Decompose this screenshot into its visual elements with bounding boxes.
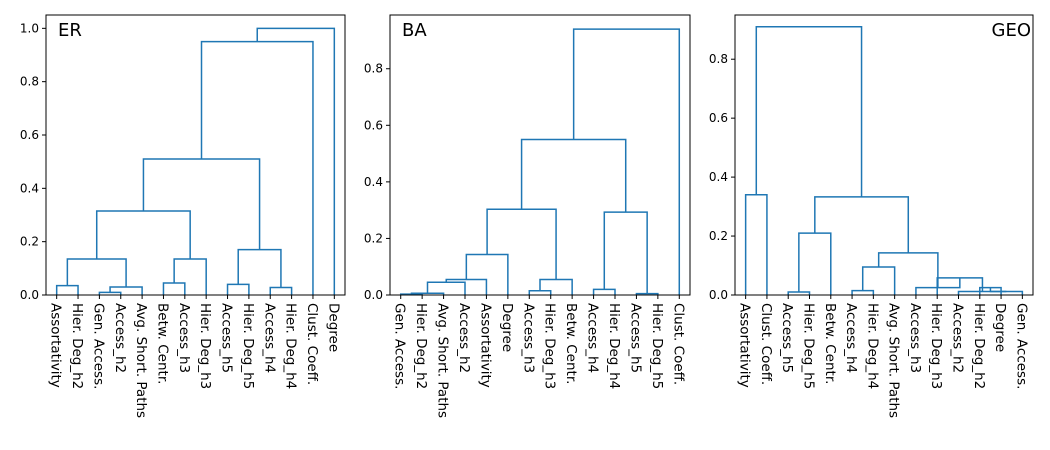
panel-ba-ytick-label: 0.2: [364, 231, 383, 245]
leaf-label-clust-coeff: Clust. Coeff.: [304, 303, 320, 385]
leaf-label-access-h2: Access_h2: [950, 303, 966, 373]
leaf-label-betw-centr: Betw. Centr.: [563, 303, 579, 384]
leaf-label-hier-deg-h3: Hier. Deg_h3: [542, 303, 558, 389]
panel-ba-ytick-label: 0.0: [364, 288, 383, 302]
leaf-label-degree: Degree: [992, 303, 1008, 352]
panel-er-frame: [45, 14, 346, 296]
leaf-label-gen-access: Gen. Access.: [90, 303, 106, 389]
panel-ba-link-4: [465, 253, 509, 295]
panel-er-link-0: [55, 284, 79, 295]
leaf-label-access-h5: Access_h5: [779, 303, 795, 373]
leaf-label-assortativity: Assortativity: [477, 303, 493, 388]
leaf-label-avg-short-paths: Avg. Short. Paths: [886, 303, 902, 418]
leaf-label-access-h2: Access_h2: [456, 303, 472, 373]
leaf-label-access-h2: Access_h2: [112, 303, 128, 373]
panel-geo-frame: [734, 14, 1034, 296]
panel-ba-frame: [389, 14, 691, 296]
leaf-label-access-h4: Access_h4: [261, 303, 277, 373]
panel-ba-link-12: [572, 28, 681, 295]
leaf-label-degree: Degree: [325, 303, 341, 352]
panel-er-title: ER: [58, 20, 82, 41]
panel-ba: 0.0 0.2 0.4 0.6 0.8 Gen. Access. Hier. Deg_h2 A…: [364, 14, 691, 418]
panel-ba-link-5: [528, 290, 552, 295]
panel-ba-link-2: [426, 281, 466, 295]
panel-er-link-9: [237, 248, 282, 288]
leaf-label-hier-deg-h2: Hier. Deg_h2: [413, 303, 429, 389]
panel-ba-ytick-label: 0.6: [364, 118, 383, 132]
panel-ba-ytick-label: 0.8: [364, 62, 383, 76]
leaf-label-hier-deg-h2: Hier. Deg_h2: [69, 303, 85, 389]
leaf-label-access-h3: Access_h3: [520, 303, 536, 373]
leaf-label-degree: Degree: [499, 303, 515, 352]
leaf-label-betw-centr: Betw. Centr.: [154, 303, 170, 384]
leaf-label-hier-deg-h5: Hier. Deg_h5: [240, 303, 256, 389]
panel-er-ytick-label: 0.2: [20, 235, 39, 249]
panel-geo-link-12: [755, 26, 863, 197]
panel-er-link-11: [200, 40, 314, 295]
leaf-label-hier-deg-h4: Hier. Deg_h4: [864, 303, 880, 389]
panel-geo-title: GEO: [992, 20, 1032, 41]
panel-geo-link-3: [851, 289, 875, 295]
panel-geo-link-6: [989, 287, 1024, 295]
panel-er-link-12: [256, 27, 336, 295]
panel-er-ytick-label: 0.8: [20, 75, 39, 89]
panel-ba-title: BA: [402, 20, 427, 41]
leaf-label-betw-centr: Betw. Centr.: [822, 303, 838, 384]
panel-geo-ytick-label: 0.0: [709, 288, 728, 302]
panel-geo-link-1: [787, 291, 811, 295]
panel-ba-link-9: [635, 292, 659, 295]
panel-er-ytick-label: 1.0: [20, 21, 39, 35]
panel-geo-link-9: [915, 277, 961, 295]
leaf-label-clust-coeff: Clust. Coeff.: [758, 303, 774, 385]
leaf-label-hier-deg-h3: Hier. Deg_h3: [928, 303, 944, 389]
panel-er-ytick-label: 0.0: [20, 288, 39, 302]
panel-geo: 0.0 0.2 0.4 0.6 0.8 Assortativity Clust. Coeff…: [709, 14, 1034, 418]
leaf-label-access-h5: Access_h5: [627, 303, 643, 373]
leaf-label-gen-access: Gen. Access.: [1013, 303, 1029, 389]
leaf-label-assortativity: Assortativity: [48, 303, 64, 388]
leaf-label-hier-deg-h4: Hier. Deg_h4: [283, 303, 299, 389]
panel-geo-ytick-label: 0.4: [709, 170, 728, 184]
leaf-label-hier-deg-h4: Hier. Deg_h4: [606, 303, 622, 389]
leaf-label-avg-short-paths: Avg. Short. Paths: [133, 303, 149, 418]
leaf-label-access-h3: Access_h3: [907, 303, 923, 373]
leaf-label-avg-short-paths: Avg. Short. Paths: [435, 303, 451, 418]
leaf-label-hier-deg-h2: Hier. Deg_h2: [971, 303, 987, 389]
leaf-label-hier-deg-h3: Hier. Deg_h3: [197, 303, 213, 389]
panel-geo-link-11: [814, 196, 910, 253]
leaf-label-access-h3: Access_h3: [176, 303, 192, 373]
panel-er-ytick-label: 0.6: [20, 128, 39, 142]
leaf-label-access-h5: Access_h5: [219, 303, 235, 373]
leaf-label-hier-deg-h5: Hier. Deg_h5: [801, 303, 817, 389]
panel-ba-ytick-label: 0.4: [364, 175, 383, 189]
leaf-label-access-h4: Access_h4: [843, 303, 859, 373]
leaf-label-assortativity: Assortativity: [737, 303, 753, 388]
panel-geo-link-10: [877, 252, 939, 288]
leaf-label-access-h4: Access_h4: [585, 303, 601, 373]
leaf-label-gen-access: Gen. Access.: [392, 303, 408, 389]
panel-geo-ytick-label: 0.8: [709, 52, 728, 66]
leaf-label-clust-coeff: Clust. Coeff.: [670, 303, 686, 385]
panel-geo-link-7: [957, 290, 1007, 295]
leaf-label-hier-deg-h5: Hier. Deg_h5: [649, 303, 665, 389]
panel-geo-ytick-label: 0.2: [709, 229, 728, 243]
panel-er-ytick-label: 0.4: [20, 181, 39, 195]
panel-geo-ytick-label: 0.6: [709, 111, 728, 125]
panel-er: 0.0 0.2 0.4 0.6 0.8 1.0 Assortativity Hier. Deg…: [20, 14, 346, 418]
